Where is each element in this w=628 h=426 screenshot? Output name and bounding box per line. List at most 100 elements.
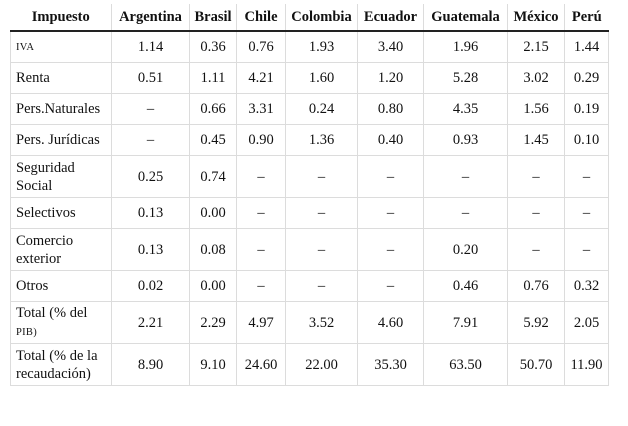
table-cell: 1.14 xyxy=(111,30,190,63)
tax-revenue-table: Impuesto Argentina Brasil Chile Colombia… xyxy=(10,4,609,386)
table-cell: 0.36 xyxy=(189,30,237,63)
row-label: Pers.Naturales xyxy=(10,93,112,125)
table-cell: 0.24 xyxy=(285,93,358,125)
table-cell: 4.60 xyxy=(357,301,424,344)
table-cell: 0.13 xyxy=(111,228,190,271)
table-cell: – xyxy=(285,197,358,229)
table-cell: – xyxy=(357,228,424,271)
table-cell: 3.31 xyxy=(236,93,286,125)
table-cell: – xyxy=(236,228,286,271)
table-cell: – xyxy=(423,155,508,198)
row-label-line: Selectivos xyxy=(16,205,76,221)
row-label-line: Seguridad xyxy=(16,159,75,176)
table-cell: 1.44 xyxy=(564,30,609,63)
header-guatemala: Guatemala xyxy=(423,4,508,32)
table-cell: 0.02 xyxy=(111,270,190,302)
table-cell: – xyxy=(564,228,609,271)
table-cell: 1.93 xyxy=(285,30,358,63)
table-cell: 0.74 xyxy=(189,155,237,198)
table-cell: 3.02 xyxy=(507,62,565,94)
table-cell: 0.19 xyxy=(564,93,609,125)
table-cell: 0.46 xyxy=(423,270,508,302)
table-cell: – xyxy=(507,197,565,229)
header-argentina: Argentina xyxy=(111,4,190,32)
row-label: Selectivos xyxy=(10,197,112,229)
table-cell: 5.92 xyxy=(507,301,565,344)
table-cell: 0.10 xyxy=(564,124,609,156)
row-label: Total (% de la recaudación) xyxy=(10,343,112,386)
table-cell: 0.93 xyxy=(423,124,508,156)
table-cell: 4.97 xyxy=(236,301,286,344)
table-cell: 2.29 xyxy=(189,301,237,344)
table-cell: 2.15 xyxy=(507,30,565,63)
table-cell: – xyxy=(285,228,358,271)
table-cell: 7.91 xyxy=(423,301,508,344)
table-cell: – xyxy=(236,270,286,302)
table-cell: 0.45 xyxy=(189,124,237,156)
table-cell: 1.56 xyxy=(507,93,565,125)
row-label: Total (% del PIB) xyxy=(10,301,112,344)
header-peru: Perú xyxy=(564,4,609,32)
row-label: Comercio exterior xyxy=(10,228,112,271)
table-cell: 0.80 xyxy=(357,93,424,125)
table-cell: 0.32 xyxy=(564,270,609,302)
table-cell: 0.08 xyxy=(189,228,237,271)
table-cell: – xyxy=(507,228,565,271)
table-cell: 5.28 xyxy=(423,62,508,94)
table-cell: – xyxy=(564,197,609,229)
table-cell: – xyxy=(285,270,358,302)
table-cell: 1.96 xyxy=(423,30,508,63)
header-mexico: México xyxy=(507,4,565,32)
table-row: Renta 0.51 1.11 4.21 1.60 1.20 5.28 3.02 0.29 xyxy=(10,62,609,94)
header-impuesto: Impuesto xyxy=(10,4,112,32)
table-cell: 0.40 xyxy=(357,124,424,156)
table-cell: 0.00 xyxy=(189,197,237,229)
row-label-line: Renta xyxy=(16,70,50,86)
table-cell: 9.10 xyxy=(189,343,237,386)
table-cell: 0.13 xyxy=(111,197,190,229)
table-cell: 1.45 xyxy=(507,124,565,156)
table-cell: 1.60 xyxy=(285,62,358,94)
table-header-row: Impuesto Argentina Brasil Chile Colombia… xyxy=(10,4,609,32)
row-label-line: Pers. Jurídicas xyxy=(16,132,100,148)
table-cell: 1.20 xyxy=(357,62,424,94)
table-cell: 0.76 xyxy=(507,270,565,302)
table-cell: – xyxy=(111,124,190,156)
row-label: Seguridad Social xyxy=(10,155,112,198)
table-cell: 0.29 xyxy=(564,62,609,94)
table-cell: 63.50 xyxy=(423,343,508,386)
table-cell: – xyxy=(423,197,508,229)
table-cell: – xyxy=(111,93,190,125)
table-row: Total (% de la recaudación) 8.90 9.10 24.60 2… xyxy=(10,343,609,386)
row-label: Renta xyxy=(10,62,112,94)
table-cell: 50.70 xyxy=(507,343,565,386)
row-label: Otros xyxy=(10,270,112,302)
row-label-line: PIB) xyxy=(16,326,38,338)
table-cell: 0.51 xyxy=(111,62,190,94)
row-label-line: Total (% del xyxy=(16,304,88,321)
table-cell: 0.90 xyxy=(236,124,286,156)
table-row: Selectivos 0.13 0.00– – – – – – xyxy=(10,197,609,229)
header-colombia: Colombia xyxy=(285,4,358,32)
header-ecuador: Ecuador xyxy=(357,4,424,32)
table-cell: 4.21 xyxy=(236,62,286,94)
table-cell: 11.90 xyxy=(564,343,609,386)
table-cell: 24.60 xyxy=(236,343,286,386)
row-label-line: Pers.Naturales xyxy=(16,101,101,117)
table-cell: 8.90 xyxy=(111,343,190,386)
table-cell: – xyxy=(236,155,286,198)
header-chile: Chile xyxy=(236,4,286,32)
row-label-line: Comercio xyxy=(16,232,74,249)
table-cell: 35.30 xyxy=(357,343,424,386)
table-cell: 2.05 xyxy=(564,301,609,344)
table-cell: 1.36 xyxy=(285,124,358,156)
table-cell: 3.52 xyxy=(285,301,358,344)
table-row: Seguridad Social 0.25 0.74– – – – – – xyxy=(10,155,609,198)
table-row: Comercio exterior 0.13 0.08– – –0.20– – xyxy=(10,228,609,271)
table-cell: – xyxy=(357,197,424,229)
table-cell: 0.25 xyxy=(111,155,190,198)
table-row: Pers. Jurídicas –0.45 0.90 1.36 0.40 0.93 1.45… xyxy=(10,124,609,156)
table-cell: 1.11 xyxy=(189,62,237,94)
row-label-line: Social xyxy=(16,177,53,194)
table-row: IVA 1.14 0.36 0.76 1.93 3.40 1.96 2.15 1.44 xyxy=(10,30,609,63)
